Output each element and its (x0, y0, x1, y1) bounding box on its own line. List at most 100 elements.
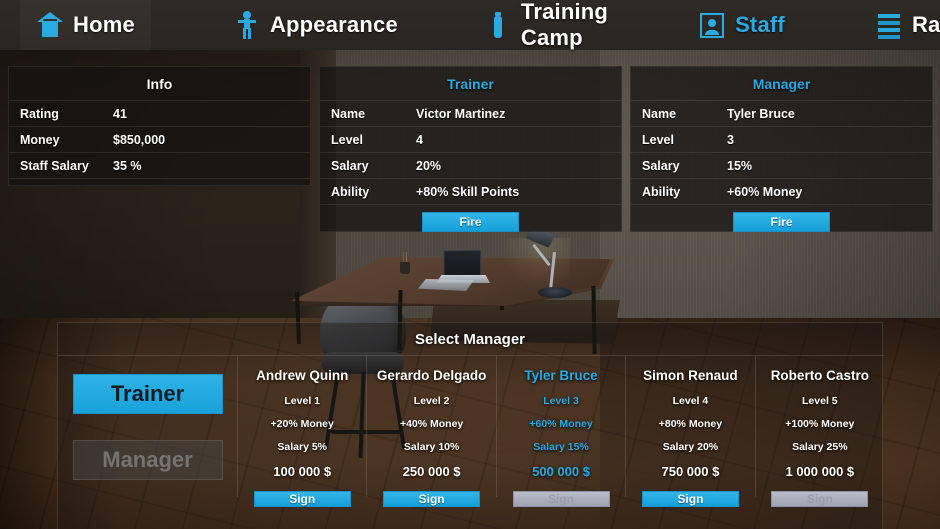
candidate-price: 500 000 $ (532, 464, 590, 479)
trainer-value-level: 4 (416, 132, 423, 147)
manager-row-name: Name Tyler Bruce (631, 101, 932, 127)
info-row-money: Money $850,000 (9, 127, 310, 153)
candidate-level: Level 5 (802, 395, 838, 407)
top-navigation-bar: Home Appearance Training (0, 0, 940, 50)
candidate-name: Tyler Bruce (524, 368, 598, 383)
candidate-salary: Salary 10% (403, 441, 460, 453)
laptop-base (436, 275, 490, 283)
trainer-key-level: Level (331, 132, 363, 147)
manager-value-level: 3 (727, 132, 734, 147)
trainer-fire-row: Fire (320, 205, 621, 239)
candidate-level: Level 4 (672, 395, 709, 407)
candidate-sign-button: Sign (512, 491, 610, 507)
nav-item-rating[interactable]: Rating (859, 0, 940, 50)
nav-label-training-camp: Training Camp (520, 0, 609, 50)
manager-panel: Manager Name Tyler Bruce Level 3 Salary … (630, 66, 933, 232)
trainer-row-salary: Salary 20% (320, 153, 621, 179)
manager-value-name: Tyler Bruce (727, 106, 795, 121)
bars-icon (875, 10, 903, 40)
manager-key-salary: Salary (642, 158, 680, 173)
trainer-value-salary: 20% (416, 158, 442, 173)
candidate-name: Simon Renaud (643, 368, 738, 383)
floor-shadow-left (0, 318, 120, 529)
trainer-fire-button[interactable]: Fire (422, 212, 519, 232)
trainer-key-ability: Ability (331, 184, 370, 199)
candidate-card: Andrew Quinn Level 1 +20% Money Salary 5… (238, 356, 368, 507)
home-icon (36, 10, 64, 40)
candidate-sign-button[interactable]: Sign (383, 491, 481, 507)
candidate-ability: +20% Money (270, 418, 334, 430)
info-key-money: Money (20, 132, 60, 147)
candidate-price: 750 000 $ (661, 464, 720, 479)
candidate-salary: Salary 25% (792, 441, 848, 453)
laptop-screen (443, 249, 482, 277)
nav-item-staff[interactable]: Staff (682, 0, 801, 50)
trainer-value-name: Victor Martinez (416, 106, 506, 121)
candidate-ability: +60% Money (529, 418, 593, 430)
candidate-list: Andrew Quinn Level 1 +20% Money Salary 5… (238, 356, 884, 507)
manager-row-level: Level 3 (631, 127, 932, 153)
candidate-card: Tyler Bruce Level 3 +60% Money Salary 15… (497, 356, 627, 507)
person-icon (233, 10, 261, 40)
candidate-sign-button: Sign (771, 491, 869, 507)
trainer-row-name: Name Victor Martinez (320, 101, 621, 127)
candidate-level: Level 3 (543, 395, 579, 407)
trainer-row-level: Level 4 (320, 127, 621, 153)
select-panel-body: Trainer Manager Andrew Quinn Level 1 +20… (58, 355, 884, 507)
select-staff-panel: Select Manager Trainer Manager Andrew Qu… (57, 322, 884, 529)
nav-label-appearance: Appearance (269, 12, 398, 37)
info-panel: Info Rating 41 Money $850,000 Staff Sala… (8, 66, 311, 186)
info-row-staff-salary: Staff Salary 35 % (9, 153, 310, 179)
candidate-salary: Salary 20% (662, 441, 719, 453)
select-panel-title: Select Manager (414, 330, 526, 348)
candidate-price: 100 000 $ (273, 464, 332, 479)
candidate-level: Level 1 (284, 395, 320, 407)
info-value-money: $850,000 (113, 132, 166, 147)
candidate-sign-button[interactable]: Sign (253, 491, 351, 507)
info-panel-title: Info (9, 67, 310, 101)
candidate-salary: Salary 5% (277, 441, 328, 453)
trainer-key-name: Name (331, 106, 366, 121)
manager-fire-row: Fire (631, 205, 932, 239)
manager-row-salary: Salary 15% (631, 153, 932, 179)
chair-rail (330, 430, 402, 434)
candidate-name: Gerardo Delgado (376, 368, 487, 383)
staff-type-button-manager[interactable]: Manager (72, 439, 223, 480)
manager-fire-button[interactable]: Fire (733, 212, 830, 232)
info-value-rating: 41 (113, 106, 127, 121)
staff-type-selector: Trainer Manager (58, 356, 238, 497)
nav-item-training-camp[interactable]: Training Camp (468, 0, 624, 50)
id-card-icon (698, 10, 726, 40)
info-value-staff-salary: 35 % (113, 158, 142, 173)
cabinet (430, 300, 620, 344)
candidate-price: 250 000 $ (402, 464, 461, 479)
manager-value-ability: +60% Money (727, 184, 803, 199)
candidate-salary: Salary 15% (533, 441, 589, 453)
trainer-panel-title: Trainer (320, 67, 621, 101)
pens (401, 252, 409, 264)
candidate-level: Level 2 (413, 395, 450, 407)
manager-panel-title: Manager (631, 67, 932, 101)
candidate-name: Roberto Castro (770, 368, 869, 383)
pen-cup (400, 262, 410, 274)
candidate-sign-button[interactable]: Sign (641, 491, 739, 507)
nav-item-home[interactable]: Home (20, 0, 151, 50)
candidate-ability: +100% Money (785, 418, 855, 430)
manager-key-ability: Ability (642, 184, 681, 199)
nav-item-appearance[interactable]: Appearance (217, 0, 414, 50)
manager-key-level: Level (642, 132, 674, 147)
info-key-staff-salary: Staff Salary (20, 158, 89, 173)
info-row-rating: Rating 41 (9, 101, 310, 127)
manager-row-ability: Ability +60% Money (631, 179, 932, 205)
candidate-price: 1 000 000 $ (785, 464, 855, 479)
trainer-key-salary: Salary (331, 158, 369, 173)
nav-label-rating: Rating (911, 12, 940, 37)
staff-type-button-trainer[interactable]: Trainer (72, 373, 223, 414)
info-key-rating: Rating (20, 106, 59, 121)
candidate-card: Roberto Castro Level 5 +100% Money Salar… (756, 356, 884, 507)
trainer-panel: Trainer Name Victor Martinez Level 4 Sal… (319, 66, 622, 232)
candidate-ability: +40% Money (399, 418, 464, 430)
office-chair-seat (322, 352, 404, 374)
manager-value-salary: 15% (727, 158, 753, 173)
